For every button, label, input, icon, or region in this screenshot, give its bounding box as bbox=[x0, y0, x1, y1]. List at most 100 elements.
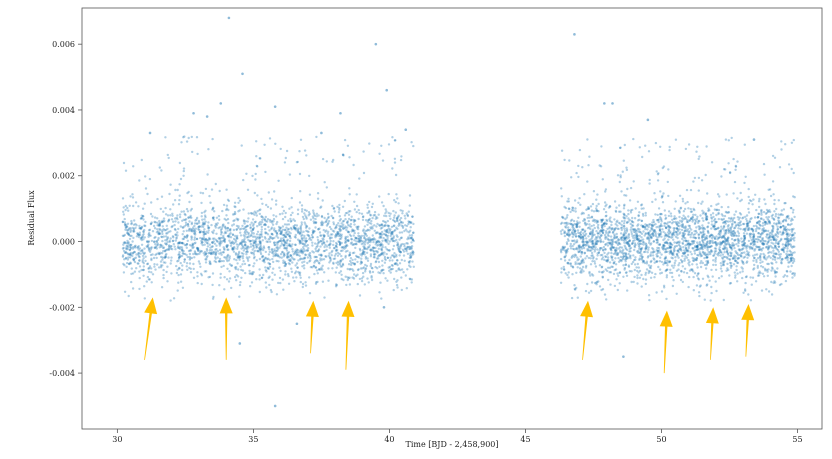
data-point bbox=[592, 190, 596, 193]
data-point bbox=[408, 247, 411, 251]
data-point bbox=[587, 219, 590, 223]
data-point bbox=[298, 272, 301, 275]
data-point bbox=[636, 262, 639, 266]
data-point bbox=[245, 236, 249, 239]
data-point bbox=[586, 216, 589, 220]
data-point bbox=[214, 253, 217, 257]
data-point bbox=[670, 215, 673, 218]
data-point bbox=[395, 238, 398, 242]
data-point bbox=[200, 215, 203, 218]
data-point bbox=[693, 257, 696, 260]
data-point bbox=[245, 253, 248, 256]
data-point bbox=[317, 241, 320, 244]
data-point bbox=[388, 269, 391, 272]
data-point bbox=[756, 240, 759, 244]
data-point bbox=[604, 243, 607, 246]
data-point bbox=[158, 219, 161, 223]
data-point bbox=[166, 153, 169, 157]
data-point bbox=[369, 253, 373, 256]
data-point bbox=[347, 217, 351, 221]
data-point bbox=[298, 201, 302, 204]
data-point bbox=[258, 235, 261, 239]
data-point bbox=[710, 268, 713, 272]
data-point bbox=[182, 167, 186, 170]
data-point bbox=[628, 239, 631, 243]
data-point bbox=[150, 271, 153, 274]
data-point bbox=[338, 241, 342, 244]
data-point bbox=[297, 231, 300, 235]
data-point bbox=[315, 212, 319, 215]
data-point bbox=[566, 200, 569, 203]
data-point bbox=[385, 252, 388, 256]
data-point bbox=[283, 233, 286, 237]
data-point bbox=[210, 223, 213, 227]
data-point bbox=[204, 232, 207, 235]
data-point bbox=[312, 251, 315, 254]
data-point bbox=[276, 253, 279, 256]
data-point bbox=[721, 253, 725, 256]
data-point bbox=[701, 228, 705, 231]
data-point bbox=[243, 262, 247, 266]
data-point bbox=[316, 192, 320, 195]
data-point bbox=[404, 247, 407, 251]
data-point bbox=[606, 266, 610, 269]
data-point bbox=[150, 281, 153, 284]
data-point bbox=[122, 210, 125, 213]
data-point bbox=[678, 274, 681, 277]
data-point bbox=[628, 247, 631, 251]
data-point bbox=[356, 255, 360, 259]
data-point bbox=[682, 271, 686, 274]
data-point bbox=[170, 256, 173, 259]
data-point bbox=[176, 218, 179, 221]
data-point bbox=[183, 235, 186, 239]
data-point bbox=[133, 260, 137, 264]
data-point bbox=[380, 235, 383, 238]
data-point bbox=[129, 227, 132, 230]
data-point bbox=[357, 268, 360, 271]
data-point bbox=[740, 248, 743, 251]
data-point bbox=[220, 241, 223, 244]
data-point bbox=[290, 196, 293, 200]
data-point bbox=[393, 277, 396, 281]
data-point bbox=[622, 224, 625, 228]
data-point bbox=[226, 267, 229, 270]
data-point bbox=[396, 286, 399, 289]
data-point bbox=[291, 211, 294, 214]
data-point bbox=[126, 241, 130, 245]
data-point bbox=[566, 214, 569, 217]
data-point bbox=[259, 240, 262, 243]
data-point bbox=[188, 200, 191, 204]
data-point bbox=[275, 235, 278, 238]
data-point bbox=[275, 241, 278, 244]
data-point bbox=[334, 234, 337, 237]
data-point bbox=[363, 231, 366, 234]
data-point bbox=[766, 274, 769, 277]
data-point bbox=[186, 255, 189, 259]
data-point bbox=[149, 253, 153, 257]
data-point bbox=[132, 258, 135, 261]
data-point bbox=[123, 290, 127, 293]
data-point bbox=[347, 254, 351, 257]
data-point bbox=[291, 261, 294, 264]
data-point bbox=[301, 265, 304, 268]
data-point bbox=[384, 239, 387, 242]
data-point bbox=[166, 236, 170, 239]
data-point bbox=[156, 217, 159, 220]
data-point bbox=[207, 276, 210, 279]
data-point bbox=[604, 188, 608, 191]
data-point bbox=[391, 237, 394, 241]
data-point bbox=[586, 247, 589, 251]
data-point bbox=[228, 277, 232, 280]
data-point bbox=[131, 287, 135, 290]
data-point bbox=[338, 243, 342, 246]
data-point bbox=[174, 220, 177, 223]
data-point bbox=[286, 273, 290, 276]
data-point bbox=[343, 199, 346, 203]
data-point bbox=[791, 211, 795, 214]
data-point bbox=[263, 223, 267, 226]
data-point bbox=[172, 203, 175, 206]
data-point bbox=[608, 261, 612, 264]
data-point bbox=[295, 262, 299, 265]
data-point bbox=[620, 228, 623, 232]
data-point bbox=[380, 226, 384, 229]
